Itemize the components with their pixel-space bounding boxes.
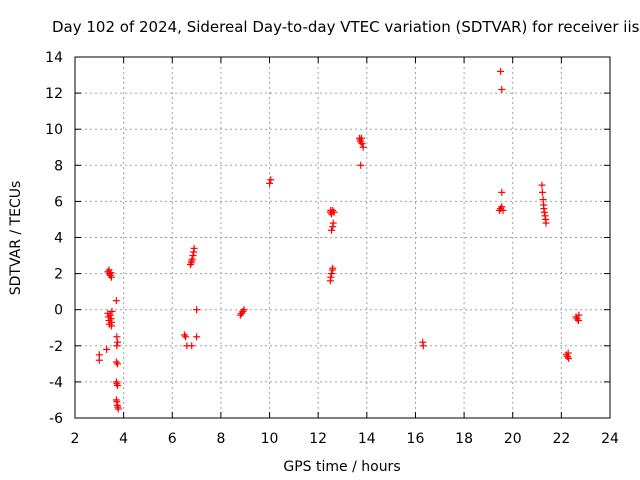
data-point xyxy=(190,244,198,252)
y-tick-label: 12 xyxy=(45,86,63,102)
data-point xyxy=(182,333,190,341)
data-point xyxy=(358,140,366,148)
x-tick-label: 8 xyxy=(216,431,225,447)
y-tick-label: 4 xyxy=(54,231,63,247)
data-point xyxy=(359,143,367,151)
x-tick-label: 20 xyxy=(504,431,522,447)
y-tick-label: -2 xyxy=(49,339,63,355)
data-point xyxy=(240,306,248,314)
data-point xyxy=(193,333,201,341)
x-tick-label: 10 xyxy=(261,431,279,447)
data-point xyxy=(107,322,115,330)
data-point xyxy=(575,311,583,319)
data-point xyxy=(188,255,196,263)
data-point xyxy=(114,382,122,390)
data-point xyxy=(540,208,548,216)
x-tick-label: 14 xyxy=(358,431,376,447)
data-point xyxy=(113,342,121,350)
x-tick-label: 4 xyxy=(119,431,128,447)
y-tick-label: 14 xyxy=(45,50,63,66)
data-point xyxy=(330,208,338,216)
data-point xyxy=(329,219,337,227)
x-tick-label: 2 xyxy=(71,431,80,447)
x-tick-label: 12 xyxy=(309,431,327,447)
data-point xyxy=(114,360,122,368)
chart-title: Day 102 of 2024, Sidereal Day-to-day VTE… xyxy=(52,18,640,36)
x-tick-label: 24 xyxy=(601,431,619,447)
y-tick-label: 0 xyxy=(54,303,63,319)
data-point xyxy=(266,179,274,187)
data-point xyxy=(267,176,275,184)
y-tick-label: 6 xyxy=(54,194,63,210)
y-tick-label: 8 xyxy=(54,158,63,174)
data-point xyxy=(498,188,506,196)
x-tick-label: 6 xyxy=(168,431,177,447)
x-tick-label: 22 xyxy=(552,431,570,447)
data-point xyxy=(498,203,506,211)
data-point xyxy=(538,188,546,196)
data-point xyxy=(329,264,337,272)
data-point xyxy=(357,161,365,169)
data-point xyxy=(328,226,336,234)
data-point xyxy=(188,342,196,350)
data-point xyxy=(114,338,122,346)
data-points xyxy=(95,67,583,413)
x-tick-label: 18 xyxy=(455,431,473,447)
data-point xyxy=(327,273,335,281)
data-point xyxy=(419,342,427,350)
y-tick-label: -4 xyxy=(49,375,63,391)
x-tick-label: 16 xyxy=(407,431,425,447)
data-point xyxy=(193,306,201,314)
data-point xyxy=(538,181,546,189)
data-point xyxy=(498,85,506,93)
data-point xyxy=(114,405,122,413)
y-tick-label: -6 xyxy=(49,411,63,427)
y-tick-label: 10 xyxy=(45,122,63,138)
data-point xyxy=(112,297,120,305)
data-point xyxy=(106,311,114,319)
data-point xyxy=(328,270,336,278)
data-point xyxy=(108,308,116,316)
x-axis-label: GPS time / hours xyxy=(283,459,400,475)
data-point xyxy=(497,67,505,75)
data-point xyxy=(542,219,550,227)
y-axis-label: SDTVAR / TECUs xyxy=(8,181,24,296)
data-point xyxy=(499,206,507,214)
data-point xyxy=(107,273,115,281)
data-point xyxy=(189,252,197,260)
data-point xyxy=(103,345,111,353)
y-tick-label: 2 xyxy=(54,267,63,283)
grid-layer xyxy=(75,57,610,418)
data-point xyxy=(113,333,121,341)
data-point xyxy=(565,354,573,362)
data-point xyxy=(95,356,103,364)
